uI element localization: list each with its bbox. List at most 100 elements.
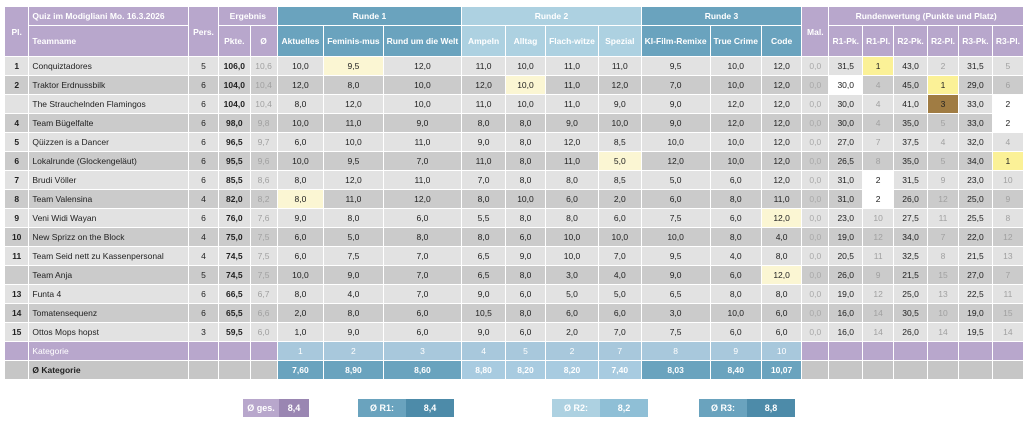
col-header-wertung-3: R2-Pl.: [926, 25, 960, 57]
score-cell: 10,0: [323, 132, 384, 152]
table-row: 11 Team Seid nett zu Kassenpersonal 4 74,5 7…: [3, 246, 1024, 266]
score-cell: 4,0: [760, 227, 803, 247]
summary-ges-label: Ø ges.: [243, 399, 279, 417]
score-cell: 6,0: [545, 189, 599, 209]
score-cell: 5,0: [640, 170, 711, 190]
category-average-cell: 7,40: [597, 360, 642, 380]
category-number-cell: 2: [545, 341, 599, 361]
score-cell: 7,5: [640, 322, 711, 342]
avg-cell: 7,5: [249, 227, 278, 247]
score-cell: 8,0: [504, 132, 547, 152]
category-row-empty: [926, 341, 960, 361]
pers-cell: 6: [187, 151, 220, 171]
col-header-avg: Ø: [249, 25, 278, 57]
score-cell: 9,0: [323, 322, 384, 342]
wertung-cell: 5: [926, 113, 960, 133]
points-cell: 98,0: [218, 113, 251, 133]
col-header-cat-r1-0: Aktuelles: [276, 25, 325, 57]
category-average-cell: 8,20: [545, 360, 599, 380]
score-cell: 6,0: [504, 284, 547, 304]
category-average-cell: 8,03: [640, 360, 711, 380]
category-row-empty: [991, 341, 1024, 361]
col-header-pers: Pers.: [187, 6, 220, 57]
wertung-cell: 12: [926, 189, 960, 209]
score-cell: 10,0: [640, 132, 711, 152]
score-cell: 12,0: [640, 151, 711, 171]
team-name-cell: The Strauchelnden Flamingos: [28, 94, 189, 114]
col-header-wertung-4: R3-Pk.: [958, 25, 993, 57]
summary-ges-value: 8,4: [279, 399, 309, 417]
table-row: Team Anja 5 74,5 7,5 10,0 9,0 7,0 6,5 8,0 3,0 4,0 9…: [3, 265, 1024, 285]
summary-r3-value: 8,8: [747, 399, 795, 417]
score-cell: 11,0: [597, 56, 642, 76]
avg-cell: 7,5: [249, 246, 278, 266]
team-name-cell: Funta 4: [28, 284, 189, 304]
score-cell: 10,0: [640, 227, 711, 247]
table-row: 7 Brudi Völler 6 85,5 8,6 8,0 12,0 11,0 7,0 8,0 8,…: [3, 170, 1024, 190]
category-average-row: Ø Kategorie 7,60 8,90 8,60 8,80 8,20 8,20 7,40 8…: [3, 360, 1024, 380]
wertung-cell: 9: [991, 189, 1024, 209]
team-name-cell: Ottos Mops hopst: [28, 322, 189, 342]
wertung-cell: 33,0: [958, 94, 993, 114]
score-cell: 9,0: [504, 246, 547, 266]
score-cell: 10,0: [709, 132, 762, 152]
score-cell: 7,0: [597, 322, 642, 342]
category-row-empty: [187, 341, 220, 361]
score-cell: 11,0: [461, 94, 506, 114]
team-name-cell: Team Anja: [28, 265, 189, 285]
score-cell: 12,0: [709, 94, 762, 114]
points-cell: 75,0: [218, 227, 251, 247]
wertung-cell: 1: [862, 56, 895, 76]
score-cell: 11,0: [382, 132, 463, 152]
wertung-cell: 25,5: [958, 208, 993, 228]
score-cell: 11,0: [461, 56, 506, 76]
col-header-cat-r1-2: Rund um die Welt: [382, 25, 463, 57]
wertung-cell: 7: [862, 132, 895, 152]
category-average-cell: 8,90: [323, 360, 384, 380]
wertung-cell: 26,5: [828, 151, 864, 171]
score-cell: 5,5: [461, 208, 506, 228]
wertung-cell: 32,0: [958, 132, 993, 152]
avg-row-empty: [958, 360, 993, 380]
category-number-cell: 5: [504, 341, 547, 361]
score-cell: 8,0: [709, 284, 762, 304]
pers-cell: 6: [187, 132, 220, 152]
category-average-cell: 10,07: [760, 360, 803, 380]
score-cell: 10,0: [276, 265, 325, 285]
points-cell: 104,0: [218, 75, 251, 95]
col-header-wertung-2: R2-Pk.: [893, 25, 928, 57]
score-cell: 5,0: [323, 227, 384, 247]
score-cell: 12,0: [323, 94, 384, 114]
score-cell: 7,0: [461, 170, 506, 190]
score-cell: 9,0: [276, 208, 325, 228]
score-cell: 5,0: [597, 151, 642, 171]
summary-avg-r2: Ø R2: 8,2: [552, 399, 648, 417]
score-cell: 6,0: [709, 170, 762, 190]
wertung-cell: 25,0: [893, 284, 928, 304]
score-cell: 8,0: [461, 113, 506, 133]
score-cell: 8,0: [504, 113, 547, 133]
group-header-runde2: Runde 2: [461, 6, 642, 26]
summary-avg-total: Ø ges. 8,4: [243, 399, 309, 417]
score-cell: 11,0: [323, 189, 384, 209]
table-row: 4 Team Bügelfalte 6 98,0 9,8 10,0 11,0 9,0 8,0 8,…: [3, 113, 1024, 133]
avg-cell: 6,0: [249, 322, 278, 342]
col-header-wertung-1: R1-Pl.: [862, 25, 895, 57]
wertung-cell: 27,5: [893, 208, 928, 228]
score-cell: 11,0: [382, 170, 463, 190]
score-cell: 11,0: [323, 113, 384, 133]
rank-cell: 9: [3, 208, 30, 228]
group-header-runde1: Runde 1: [276, 6, 463, 26]
score-cell: 12,0: [760, 170, 803, 190]
wertung-cell: 14: [991, 322, 1024, 342]
score-cell: 8,0: [760, 284, 803, 304]
col-header-wertung-5: R3-Pl.: [991, 25, 1024, 57]
score-cell: 12,0: [276, 75, 325, 95]
pers-cell: 4: [187, 227, 220, 247]
category-average-cell: 8,80: [461, 360, 506, 380]
wertung-cell: 1: [926, 75, 960, 95]
score-cell: 10,5: [461, 303, 506, 323]
results-table: Pl. Quiz im Modigliani Mo. 16.3.2026 Per…: [3, 6, 1024, 380]
score-cell: 3,0: [545, 265, 599, 285]
table-row: 13 Funta 4 6 66,5 6,7 8,0 4,0 7,0 9,0 6,0 5,0 5,0 6,…: [3, 284, 1024, 304]
